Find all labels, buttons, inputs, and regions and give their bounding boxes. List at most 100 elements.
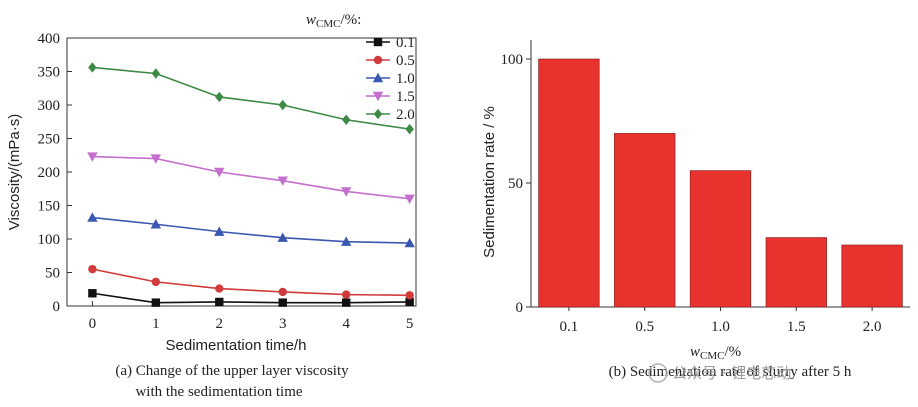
data-point xyxy=(214,167,225,178)
right-x-label-var: w xyxy=(690,344,700,360)
bar-1.0 xyxy=(689,170,752,308)
right-y-tick-label: 100 xyxy=(501,52,524,68)
left-x-tick-label: 4 xyxy=(342,316,350,332)
bar-0.5 xyxy=(614,133,676,308)
left-y-tick-label: 100 xyxy=(38,232,61,248)
series-0.5 xyxy=(88,264,414,300)
data-point xyxy=(342,114,351,125)
data-point xyxy=(150,219,162,229)
legend-item-1.5: 1.5 xyxy=(366,89,415,105)
right-x-tick-label: 0.1 xyxy=(560,319,579,335)
watermark: 公众号 · 锂电芯动 xyxy=(648,363,791,383)
left-series-group xyxy=(87,62,415,307)
series-2.0 xyxy=(88,62,414,135)
right-x-tick-label: 2.0 xyxy=(863,319,882,335)
data-point xyxy=(87,212,98,222)
watermark-text: 公众号 · 锂电芯动 xyxy=(672,364,791,382)
data-point xyxy=(215,297,224,307)
bar-2.0 xyxy=(841,244,903,308)
data-point xyxy=(150,154,162,164)
left-x-tick-label: 2 xyxy=(216,316,224,332)
left-y-tick-label: 50 xyxy=(45,266,60,282)
data-point xyxy=(342,290,351,299)
data-point xyxy=(405,297,414,307)
left-axes xyxy=(66,37,417,307)
data-point xyxy=(87,152,98,162)
left-y-tick-label: 0 xyxy=(53,299,61,315)
right-y-ticks: 0 50 100 xyxy=(501,52,531,316)
series-line-2.0 xyxy=(92,66,410,130)
data-point xyxy=(342,298,351,307)
series-1.0 xyxy=(87,212,415,248)
left-y-tick-label: 250 xyxy=(38,132,61,148)
legend-item-2.0: 2.0 xyxy=(366,107,415,123)
data-point xyxy=(277,176,288,186)
data-point xyxy=(404,194,415,204)
series-line-1.5 xyxy=(92,155,410,200)
legend-title-var: w xyxy=(306,12,316,28)
data-point xyxy=(214,226,225,236)
data-point xyxy=(151,68,161,79)
legend: wCMC/%: 0.1 0.5 1.0 1.5 2.0 xyxy=(306,12,415,123)
right-y-axis-label: Sedimentation rate / % xyxy=(481,106,498,258)
left-y-axis-label: Viscosity/(mPa·s) xyxy=(6,114,23,230)
data-point xyxy=(151,277,161,287)
left-y-tick-label: 300 xyxy=(38,98,61,114)
right-x-label-sub: CMC xyxy=(700,350,724,362)
data-point xyxy=(278,287,287,297)
series-line-0.1 xyxy=(92,292,410,304)
left-plot-frame xyxy=(66,37,417,307)
right-x-ticks: 0.1 0.5 1.0 1.5 2.0 xyxy=(560,307,882,335)
left-y-tick-label: 200 xyxy=(38,165,61,181)
right-x-tick-label: 1.0 xyxy=(711,319,730,335)
data-point xyxy=(88,289,97,298)
legend-label: 1.5 xyxy=(396,89,415,105)
left-x-tick-label: 3 xyxy=(279,316,287,332)
legend-title-sub: CMC xyxy=(316,18,340,30)
data-point xyxy=(405,123,414,135)
data-point xyxy=(341,236,352,246)
right-x-tick-label: 1.5 xyxy=(787,319,806,335)
wechat-icon xyxy=(648,363,668,383)
right-x-tick-label: 0.5 xyxy=(635,319,654,335)
legend-label: 0.5 xyxy=(396,53,415,69)
legend-title: wCMC/%: xyxy=(306,12,361,30)
series-0.1 xyxy=(88,289,414,307)
legend-items: 0.1 0.5 1.0 1.5 2.0 xyxy=(366,35,415,123)
viscosity-line-chart: 0 50 100 150 200 250 300 350 400 0 1 2 3 4 5 Viscosit… xyxy=(6,12,417,400)
series-line-0.5 xyxy=(92,268,410,297)
right-y-tick-label: 50 xyxy=(508,176,523,192)
data-point xyxy=(151,298,161,307)
data-point xyxy=(215,284,224,293)
right-x-axis-label: wCMC/% xyxy=(690,344,741,362)
legend-marker xyxy=(373,37,383,47)
series-line-1.0 xyxy=(92,216,410,244)
legend-item-0.5: 0.5 xyxy=(366,53,415,69)
data-point xyxy=(215,91,224,103)
left-x-tick-label: 1 xyxy=(152,316,160,332)
legend-label: 2.0 xyxy=(396,107,415,123)
legend-marker xyxy=(372,91,384,102)
series-1.5 xyxy=(87,152,415,204)
left-x-tick-label: 0 xyxy=(89,316,97,332)
legend-title-unit: /%: xyxy=(340,12,361,28)
legend-label: 0.1 xyxy=(396,35,415,51)
data-point xyxy=(341,187,352,197)
data-point xyxy=(278,298,287,307)
left-y-ticks: 0 50 100 150 200 250 300 350 400 xyxy=(38,31,72,315)
legend-label: 1.0 xyxy=(396,71,415,87)
left-x-axis-label: Sedimentation time/h xyxy=(166,337,307,354)
data-point xyxy=(405,291,414,300)
data-point xyxy=(88,62,97,73)
left-y-tick-label: 400 xyxy=(38,31,61,47)
right-caption: (b) Sedimentation rate of slurry after 5… xyxy=(609,364,852,380)
bar-1.5 xyxy=(765,237,827,308)
right-x-label-unit: /% xyxy=(724,344,741,360)
left-caption-line-1: (a) Change of the upper layer viscosity xyxy=(115,363,349,379)
legend-item-0.1: 0.1 xyxy=(366,35,415,51)
right-bars-group xyxy=(538,58,903,308)
bar-0.1 xyxy=(538,58,600,308)
sedimentation-bar-chart: 0 50 100 0.1 0.5 1.0 1.5 2.0 Sedimentation rat… xyxy=(481,40,910,380)
data-point xyxy=(404,237,415,248)
